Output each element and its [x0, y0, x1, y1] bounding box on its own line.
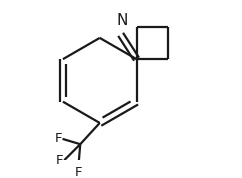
Text: F: F [54, 132, 62, 145]
Text: F: F [56, 154, 64, 167]
Text: N: N [117, 13, 128, 28]
Text: F: F [75, 166, 82, 178]
